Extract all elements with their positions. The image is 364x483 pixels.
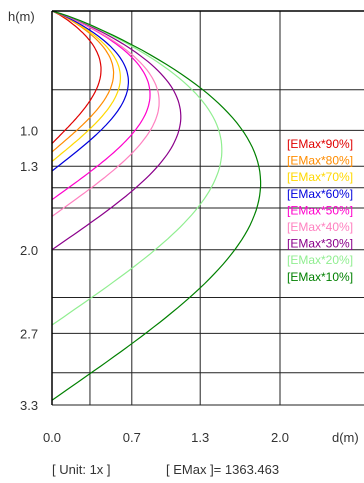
series-curve-6: [51, 10, 160, 217]
x-axis-label: d(m): [332, 430, 359, 445]
series-curve-2: [51, 10, 115, 153]
legend: [EMax*90%] [EMax*80%] [EMax*70%] [EMax*60%]…: [287, 137, 353, 284]
y-tick-label: 2.0: [20, 243, 38, 258]
series-curve-7: [51, 10, 182, 251]
legend-entry-7: [EMax*30%]: [287, 237, 353, 251]
legend-entry-4: [EMax*60%]: [287, 187, 353, 201]
series-curve-4: [51, 10, 129, 172]
legend-entry-5: [EMax*50%]: [287, 203, 353, 217]
y-tick-label: 2.7: [20, 326, 38, 341]
legend-entry-3: [EMax*70%]: [287, 170, 353, 184]
series-curve-8: [51, 10, 223, 326]
legend-entry-6: [EMax*40%]: [287, 220, 353, 234]
series-curve-5: [51, 10, 151, 201]
curves: [51, 10, 262, 401]
series-curve-9: [51, 10, 262, 401]
x-tick-labels: 0.0 0.7 1.3 2.0: [43, 430, 289, 445]
legend-entry-2: [EMax*80%]: [287, 154, 353, 168]
y-tick-label: 3.3: [20, 398, 38, 413]
y-tick-labels: 1.0 1.3 2.0 2.7 3.3: [20, 123, 38, 413]
legend-entry-9: [EMax*10%]: [287, 270, 353, 284]
axes: [51, 10, 364, 405]
grid: [52, 11, 364, 406]
unit-label: [ Unit: 1x ]: [52, 462, 111, 477]
series-curve-1: [51, 10, 102, 144]
x-tick-label: 2.0: [271, 430, 289, 445]
legend-entry-8: [EMax*20%]: [287, 253, 353, 267]
y-tick-label: 1.3: [20, 159, 38, 174]
x-tick-label: 0.0: [43, 430, 61, 445]
series-curve-3: [51, 10, 121, 162]
x-tick-label: 0.7: [123, 430, 141, 445]
y-axis-label: h(m): [8, 9, 35, 24]
emax-label: [ EMax ]= 1363.463: [166, 462, 279, 477]
x-tick-label: 1.3: [191, 430, 209, 445]
y-tick-label: 1.0: [20, 123, 38, 138]
legend-entry-1: [EMax*90%]: [287, 137, 353, 151]
